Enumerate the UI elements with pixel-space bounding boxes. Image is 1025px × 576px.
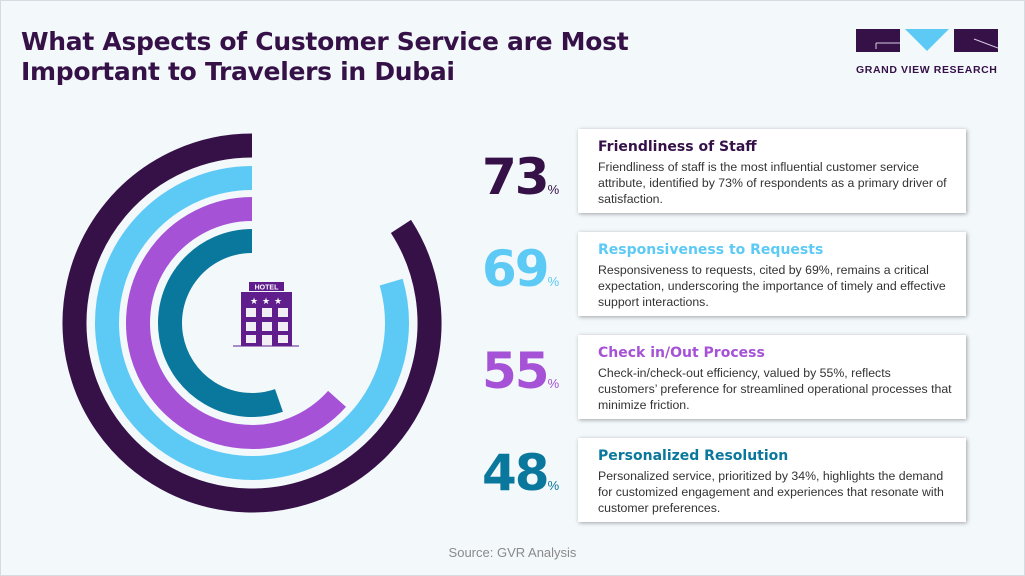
- stat-friendliness: 73%: [482, 148, 572, 206]
- card-title: Friendliness of Staff: [598, 139, 757, 155]
- stat-value: 55: [482, 342, 550, 400]
- stat-unit: %: [547, 376, 560, 391]
- stat-responsiveness: 69%: [482, 240, 572, 298]
- card-friendliness: Friendliness of Staff Friendliness of st…: [578, 129, 966, 213]
- card-personalized: Personalized Resolution Personalized ser…: [578, 438, 966, 522]
- svg-text:★: ★: [274, 297, 282, 307]
- stat-value: 48: [482, 444, 550, 502]
- stat-value: 73: [482, 148, 550, 206]
- card-checkin: Check in/Out Process Check-in/check-out …: [578, 335, 966, 419]
- radial-bar-chart: [62, 133, 442, 513]
- source-note: Source: GVR Analysis: [448, 545, 577, 560]
- stat-checkin: 55%: [482, 342, 572, 400]
- stat-unit: %: [547, 478, 560, 493]
- radial-bar-1: [62, 133, 442, 513]
- gvr-logo-mark-icon: [856, 29, 999, 52]
- stat-personalized: 48%: [482, 444, 572, 502]
- card-title: Responsiveness to Requests: [598, 242, 824, 258]
- stat-unit: %: [547, 274, 560, 289]
- card-text: Check-in/check-out efficiency, valued by…: [598, 366, 952, 412]
- gvr-logo: GRAND VIEW RESEARCH: [856, 29, 999, 76]
- radial-bar-4: [158, 229, 283, 417]
- title-line-1: What Aspects of Customer Service are Mos…: [21, 27, 629, 56]
- stat-value: 69: [482, 240, 550, 298]
- radial-bar-2: [95, 166, 409, 480]
- card-text: Friendliness of staff is the most influe…: [598, 160, 947, 206]
- page-title: What Aspects of Customer Service are Mos…: [21, 27, 629, 87]
- hotel-icon: HOTEL ★ ★ ★: [233, 282, 301, 352]
- card-text: Responsiveness to requests, cited by 69%…: [598, 263, 946, 309]
- card-title: Personalized Resolution: [598, 448, 789, 464]
- svg-text:★: ★: [250, 297, 258, 307]
- hotel-sign: HOTEL: [255, 284, 279, 291]
- svg-text:★: ★: [262, 297, 270, 307]
- title-line-2: Important to Travelers in Dubai: [21, 57, 455, 86]
- stat-unit: %: [547, 182, 560, 197]
- card-title: Check in/Out Process: [598, 345, 765, 361]
- logo-text: GRAND VIEW RESEARCH: [856, 64, 998, 76]
- card-text: Personalized service, prioritized by 34%…: [598, 469, 944, 515]
- radial-bar-3: [126, 197, 346, 449]
- card-responsiveness: Responsiveness to Requests Responsivenes…: [578, 232, 966, 316]
